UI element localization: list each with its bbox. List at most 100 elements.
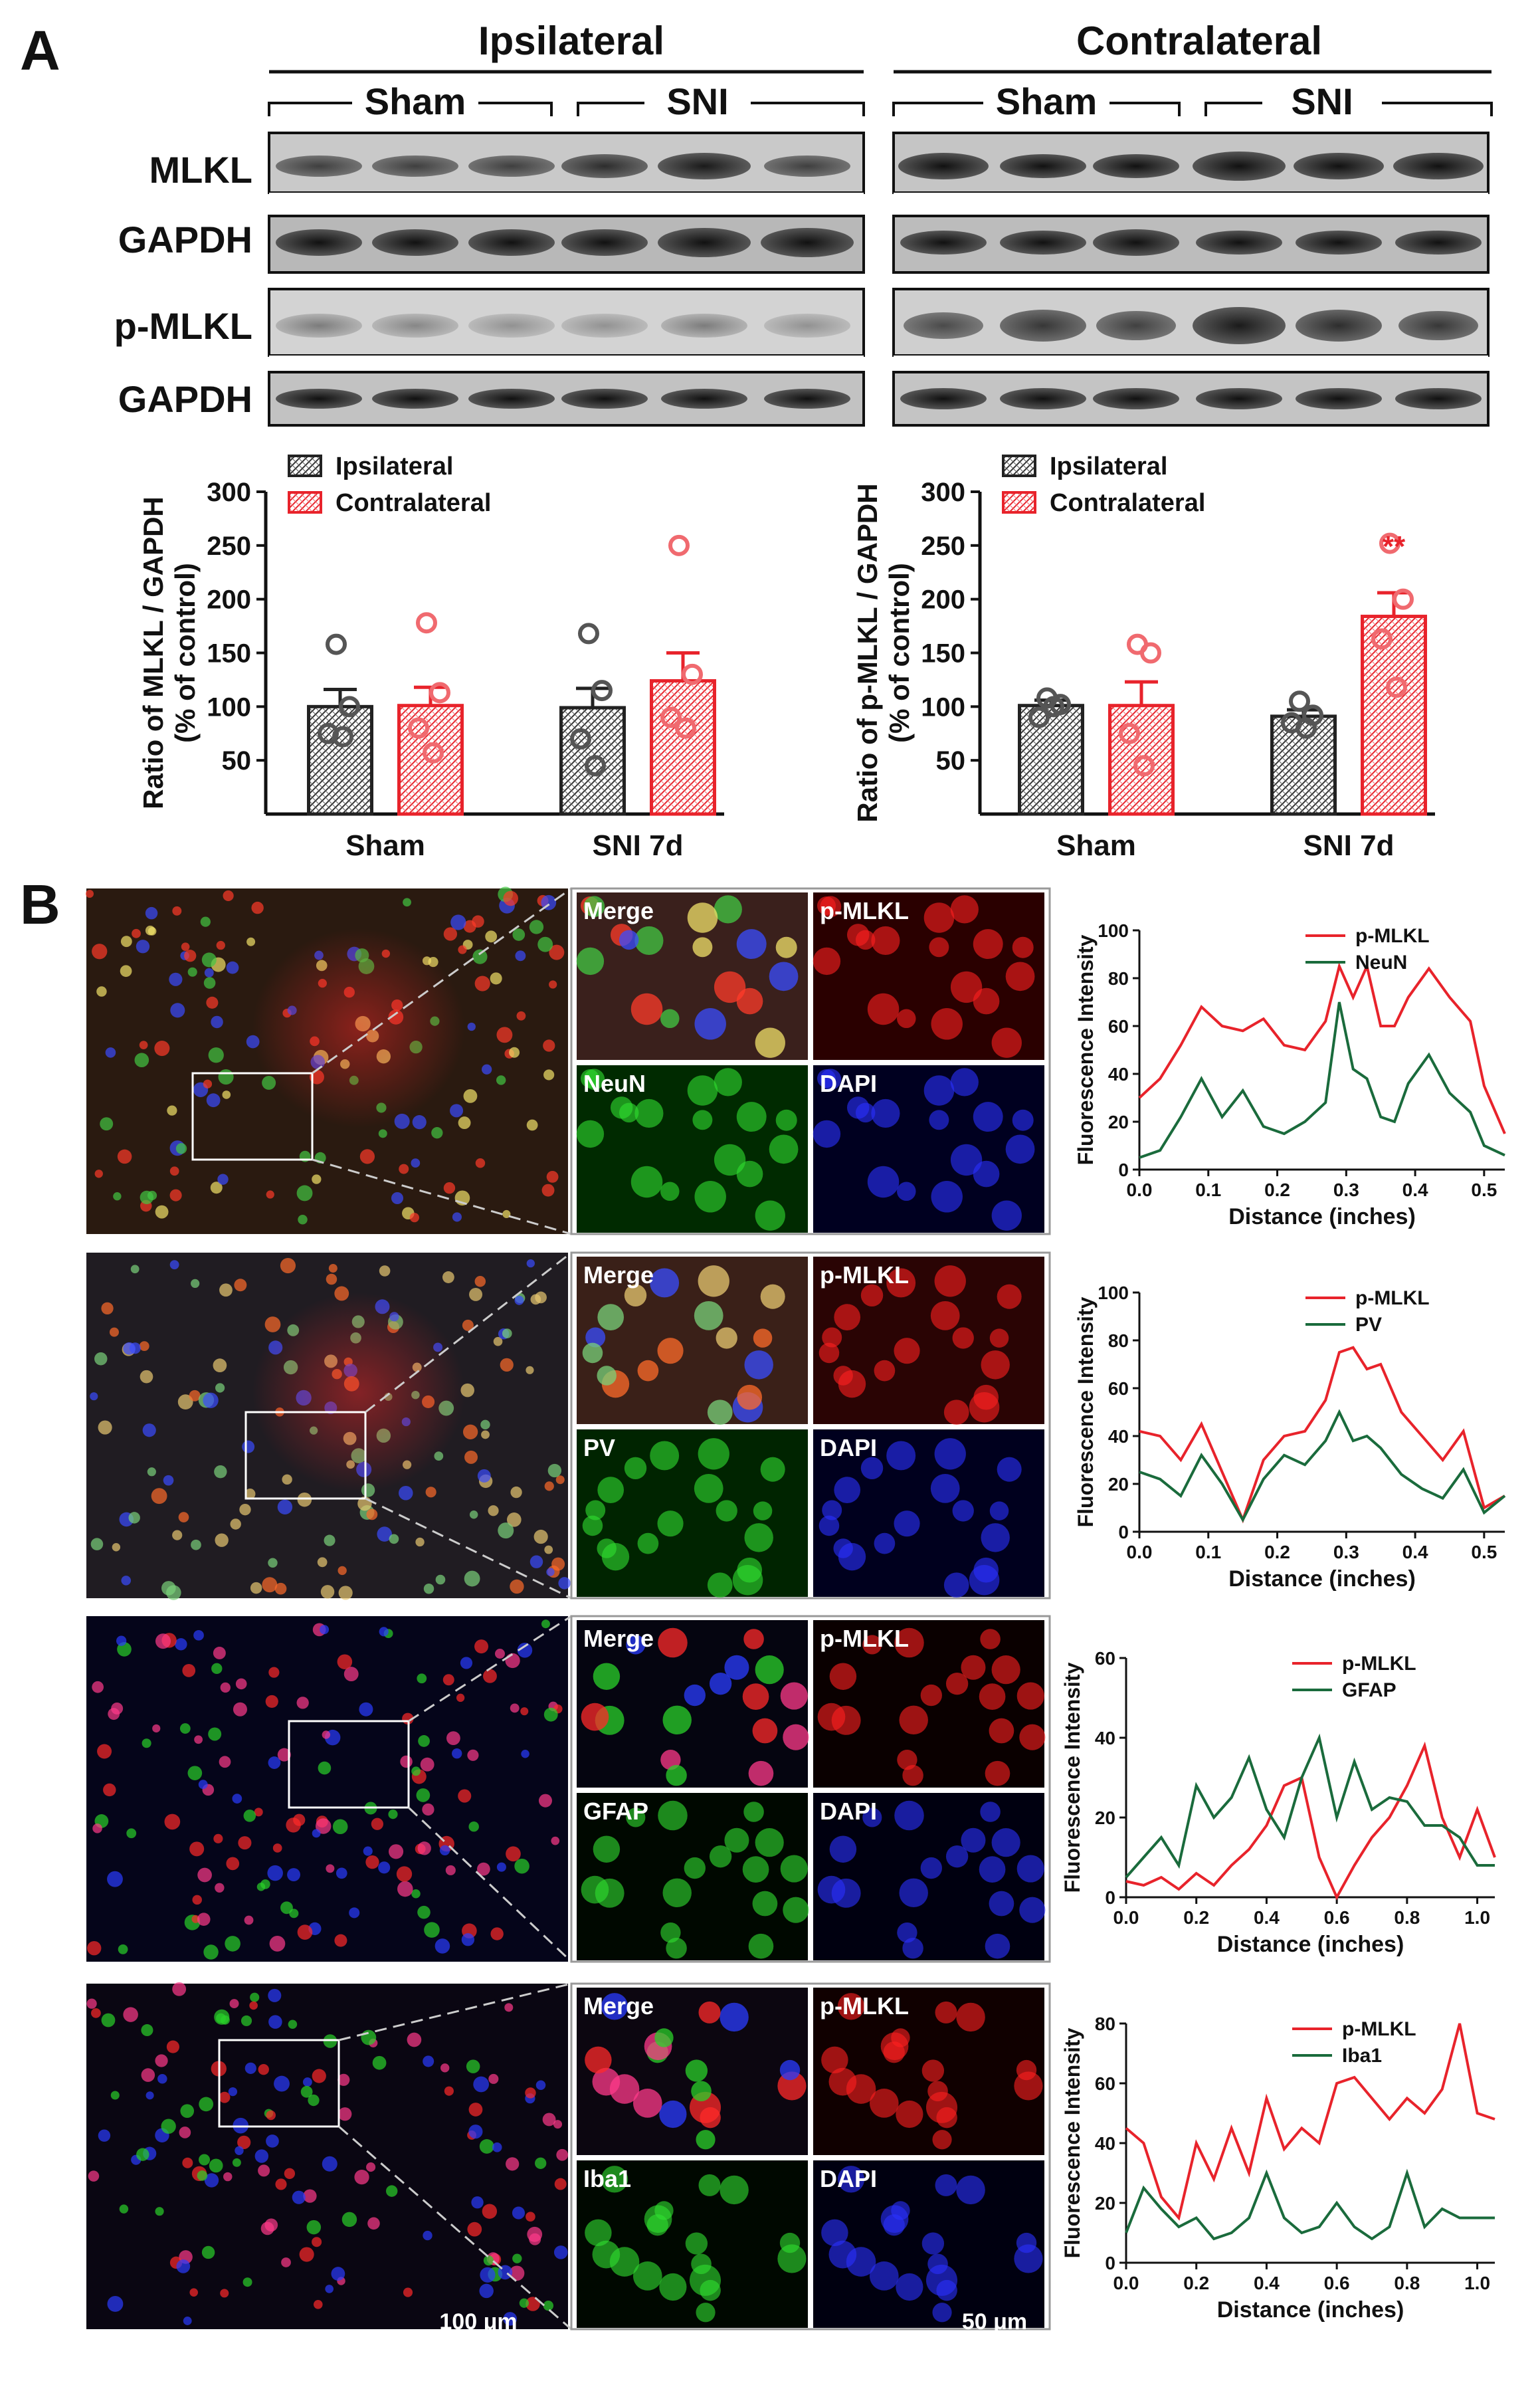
inset-panel: Merge [577, 1988, 808, 2155]
cell-dot [462, 1319, 474, 1331]
data-point [423, 742, 444, 764]
cell-dot [198, 1780, 208, 1790]
zoom-line [312, 887, 572, 1075]
series-line [1139, 1409, 1506, 1523]
inset-label: PV [583, 1434, 615, 1461]
cell-dot [409, 1213, 419, 1223]
cell-dot [551, 1836, 560, 1845]
x-tick-label: 0.8 [1394, 2273, 1420, 2293]
cell-dot [554, 2178, 567, 2190]
cell-dot [423, 1584, 434, 1594]
cell-dot [424, 1922, 440, 1938]
inset-cell [691, 2253, 712, 2275]
cell-dot [452, 1748, 462, 1759]
zoom-selection-box [191, 1072, 314, 1161]
inset-cell [583, 896, 605, 918]
cell-dot [320, 1625, 330, 1635]
inset-cell [833, 1366, 853, 1386]
inset-cell [956, 2175, 985, 2205]
bar [650, 679, 716, 816]
cell-dot [529, 1555, 543, 1568]
inset-cell [769, 1134, 799, 1164]
y-axis-label-line: Ratio of MLKL / GAPDH [138, 496, 169, 809]
inset-cell [654, 2201, 674, 2220]
cell-dot [544, 1481, 554, 1491]
cell-dot [317, 1557, 328, 1568]
inset-cell [626, 1808, 646, 1827]
inset-cell [684, 1857, 706, 1879]
cell-dot [268, 1667, 280, 1678]
cell-dot [520, 1707, 529, 1716]
cell-dot [237, 2135, 251, 2149]
cell-dot [466, 2059, 480, 2073]
cell-dot [553, 2245, 568, 2259]
inset-cell [871, 1098, 900, 1128]
inset-panel: PV [577, 1429, 808, 1598]
y-tick-label: 300 [207, 478, 251, 507]
cell-dot [232, 2158, 241, 2167]
zoom-line [408, 1615, 572, 1722]
legend-swatch [1002, 455, 1036, 477]
x-tick-label: 0.4 [1254, 2273, 1280, 2293]
cell-dot [476, 1862, 490, 1876]
cell-dot [147, 1190, 157, 1201]
legend-label: Contralateral [336, 489, 491, 517]
inset-cell [619, 1102, 639, 1123]
inset-cell [929, 937, 949, 958]
cell-dot [512, 928, 526, 941]
cell-dot [181, 942, 190, 952]
y-tick-label: 200 [921, 585, 965, 615]
cell-dot [242, 2277, 252, 2287]
inset-cell [736, 1102, 767, 1132]
cell-dot [201, 952, 217, 968]
cell-dot [322, 1730, 331, 1739]
cell-dot [411, 1766, 421, 1776]
inset-cell [707, 1572, 733, 1598]
inset-cell [1005, 962, 1035, 991]
cell-dot [139, 1041, 148, 1049]
inset-cell [783, 1724, 809, 1750]
cell-dot [379, 1627, 389, 1637]
cell-dot [225, 1936, 241, 1952]
cell-dot [226, 1857, 240, 1871]
data-point [1371, 628, 1393, 650]
inset-cell [943, 1400, 969, 1425]
cell-dot [354, 2170, 369, 2185]
cell-dot [163, 1475, 174, 1486]
cell-dot [103, 1783, 116, 1797]
cell-dot [296, 1185, 313, 1201]
cell-dot [332, 1819, 348, 1835]
inset-cell [737, 1384, 763, 1410]
cell-dot [223, 2172, 233, 2182]
cell-dot [142, 1423, 156, 1437]
y-tick-label: 40 [1108, 1426, 1129, 1447]
cell-dot [411, 1158, 421, 1168]
inset-cell [846, 2074, 876, 2104]
inset-cell [582, 1342, 603, 1364]
cell-dot [141, 2024, 153, 2037]
cell-dot [549, 980, 557, 989]
cell-dot [318, 1761, 332, 1775]
cell-dot [268, 1988, 282, 2002]
x-tick-label: SNI 7d [1303, 829, 1395, 862]
legend-label: Contralateral [1050, 489, 1205, 517]
inset-cell [894, 1627, 924, 1658]
inset-cell [736, 929, 767, 960]
inset-cell [601, 1993, 628, 2020]
inset-cell [945, 1672, 969, 1695]
cell-dot [203, 1392, 219, 1409]
cell-dot [161, 2119, 176, 2134]
cell-dot [396, 1866, 413, 1882]
cell-dot [336, 1867, 347, 1879]
inset-cell [660, 1922, 681, 1943]
inset-panel: DAPI [813, 1429, 1044, 1598]
cell-dot [359, 1702, 373, 1716]
inset-panel: p-MLKL [813, 1988, 1044, 2155]
inset-cell [743, 1802, 764, 1822]
inset-cell [817, 1703, 846, 1731]
cell-dot [363, 1846, 373, 1856]
inset-cell [692, 937, 713, 958]
cell-dot [203, 1944, 219, 1960]
cell-dot [324, 1534, 336, 1546]
